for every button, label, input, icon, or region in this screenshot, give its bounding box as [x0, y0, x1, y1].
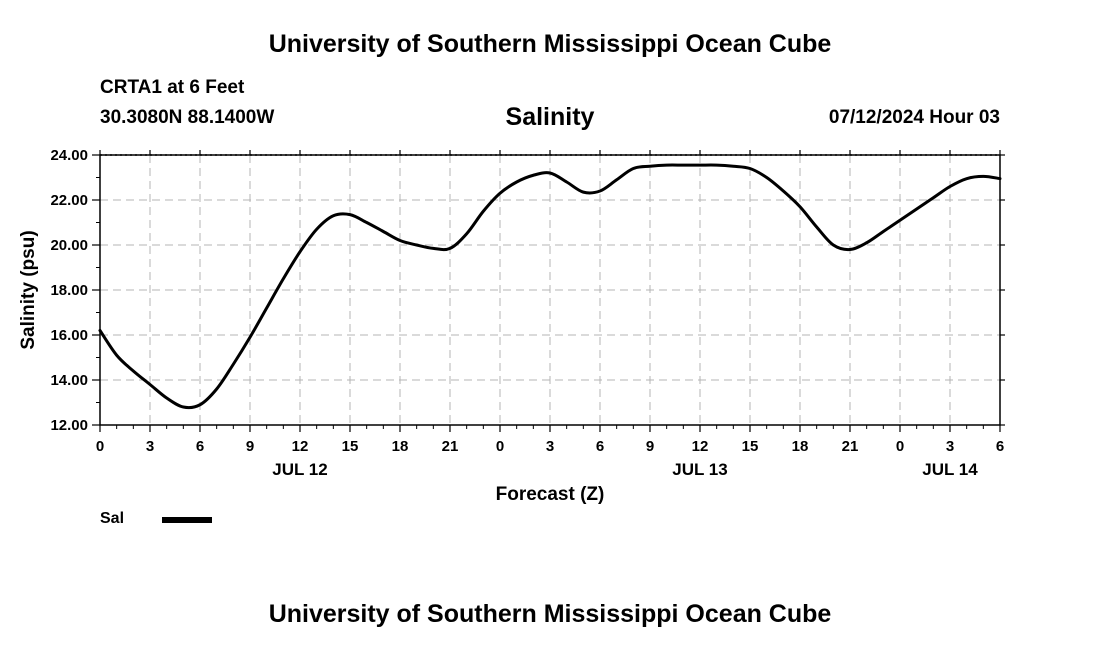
x-tick-label: 0: [896, 438, 904, 455]
x-tick-label: 12: [692, 438, 709, 455]
series-layer: [98, 163, 1002, 410]
x-axis-label: Forecast (Z): [496, 484, 605, 505]
x-tick-label: 18: [792, 438, 809, 455]
forecast-timestamp: 07/12/2024 Hour 03: [828, 107, 1000, 128]
date-label: JUL 13: [672, 460, 727, 479]
y-tick-label: 20.00: [50, 237, 88, 254]
y-axis-label: Salinity (psu): [18, 230, 39, 349]
x-tick-label: 21: [842, 438, 859, 455]
legend-label: Sal: [100, 510, 125, 527]
y-tick-label: 16.00: [50, 327, 88, 344]
x-tick-label: 0: [96, 438, 104, 455]
axis-ticks: 0 3 6 9 12 15 18 21 0 3 6 9 12 15 18 21 0 3 6 12.00 14.00 16.…: [50, 147, 1005, 479]
x-tick-label: 9: [246, 438, 254, 455]
station-coordinates: 30.3080N 88.1400W: [100, 107, 275, 128]
y-tick-label: 18.00: [50, 282, 88, 299]
y-tick-label: 24.00: [50, 147, 88, 164]
x-tick-label: 6: [996, 438, 1004, 455]
x-tick-label: 15: [742, 438, 759, 455]
grid: [100, 154, 1000, 425]
date-label: JUL 14: [922, 460, 978, 479]
x-tick-label: 6: [596, 438, 604, 455]
x-tick-label: 3: [146, 438, 154, 455]
x-tick-label: 3: [946, 438, 954, 455]
plot-frame: [99, 154, 1001, 426]
x-tick-label: 9: [646, 438, 654, 455]
legend-line-swatch: [162, 517, 212, 523]
x-tick-label: 6: [196, 438, 204, 455]
series-line-sal: [98, 163, 1002, 410]
x-tick-label: 15: [342, 438, 359, 455]
footer-title: University of Southern Mississippi Ocean…: [268, 600, 832, 628]
y-tick-label: 12.00: [50, 417, 88, 434]
y-tick-label: 22.00: [50, 192, 88, 209]
x-tick-label: 3: [546, 438, 554, 455]
x-tick-label: 18: [392, 438, 409, 455]
y-tick-label: 14.00: [50, 372, 88, 389]
station-name: CRTA1 at 6 Feet: [100, 77, 245, 98]
x-tick-label: 21: [442, 438, 459, 455]
page-title: University of Southern Mississippi Ocean…: [268, 30, 832, 58]
x-tick-label: 0: [496, 438, 504, 455]
x-tick-label: 12: [292, 438, 309, 455]
chart-title: Salinity: [506, 103, 595, 131]
date-label: JUL 12: [272, 460, 327, 479]
